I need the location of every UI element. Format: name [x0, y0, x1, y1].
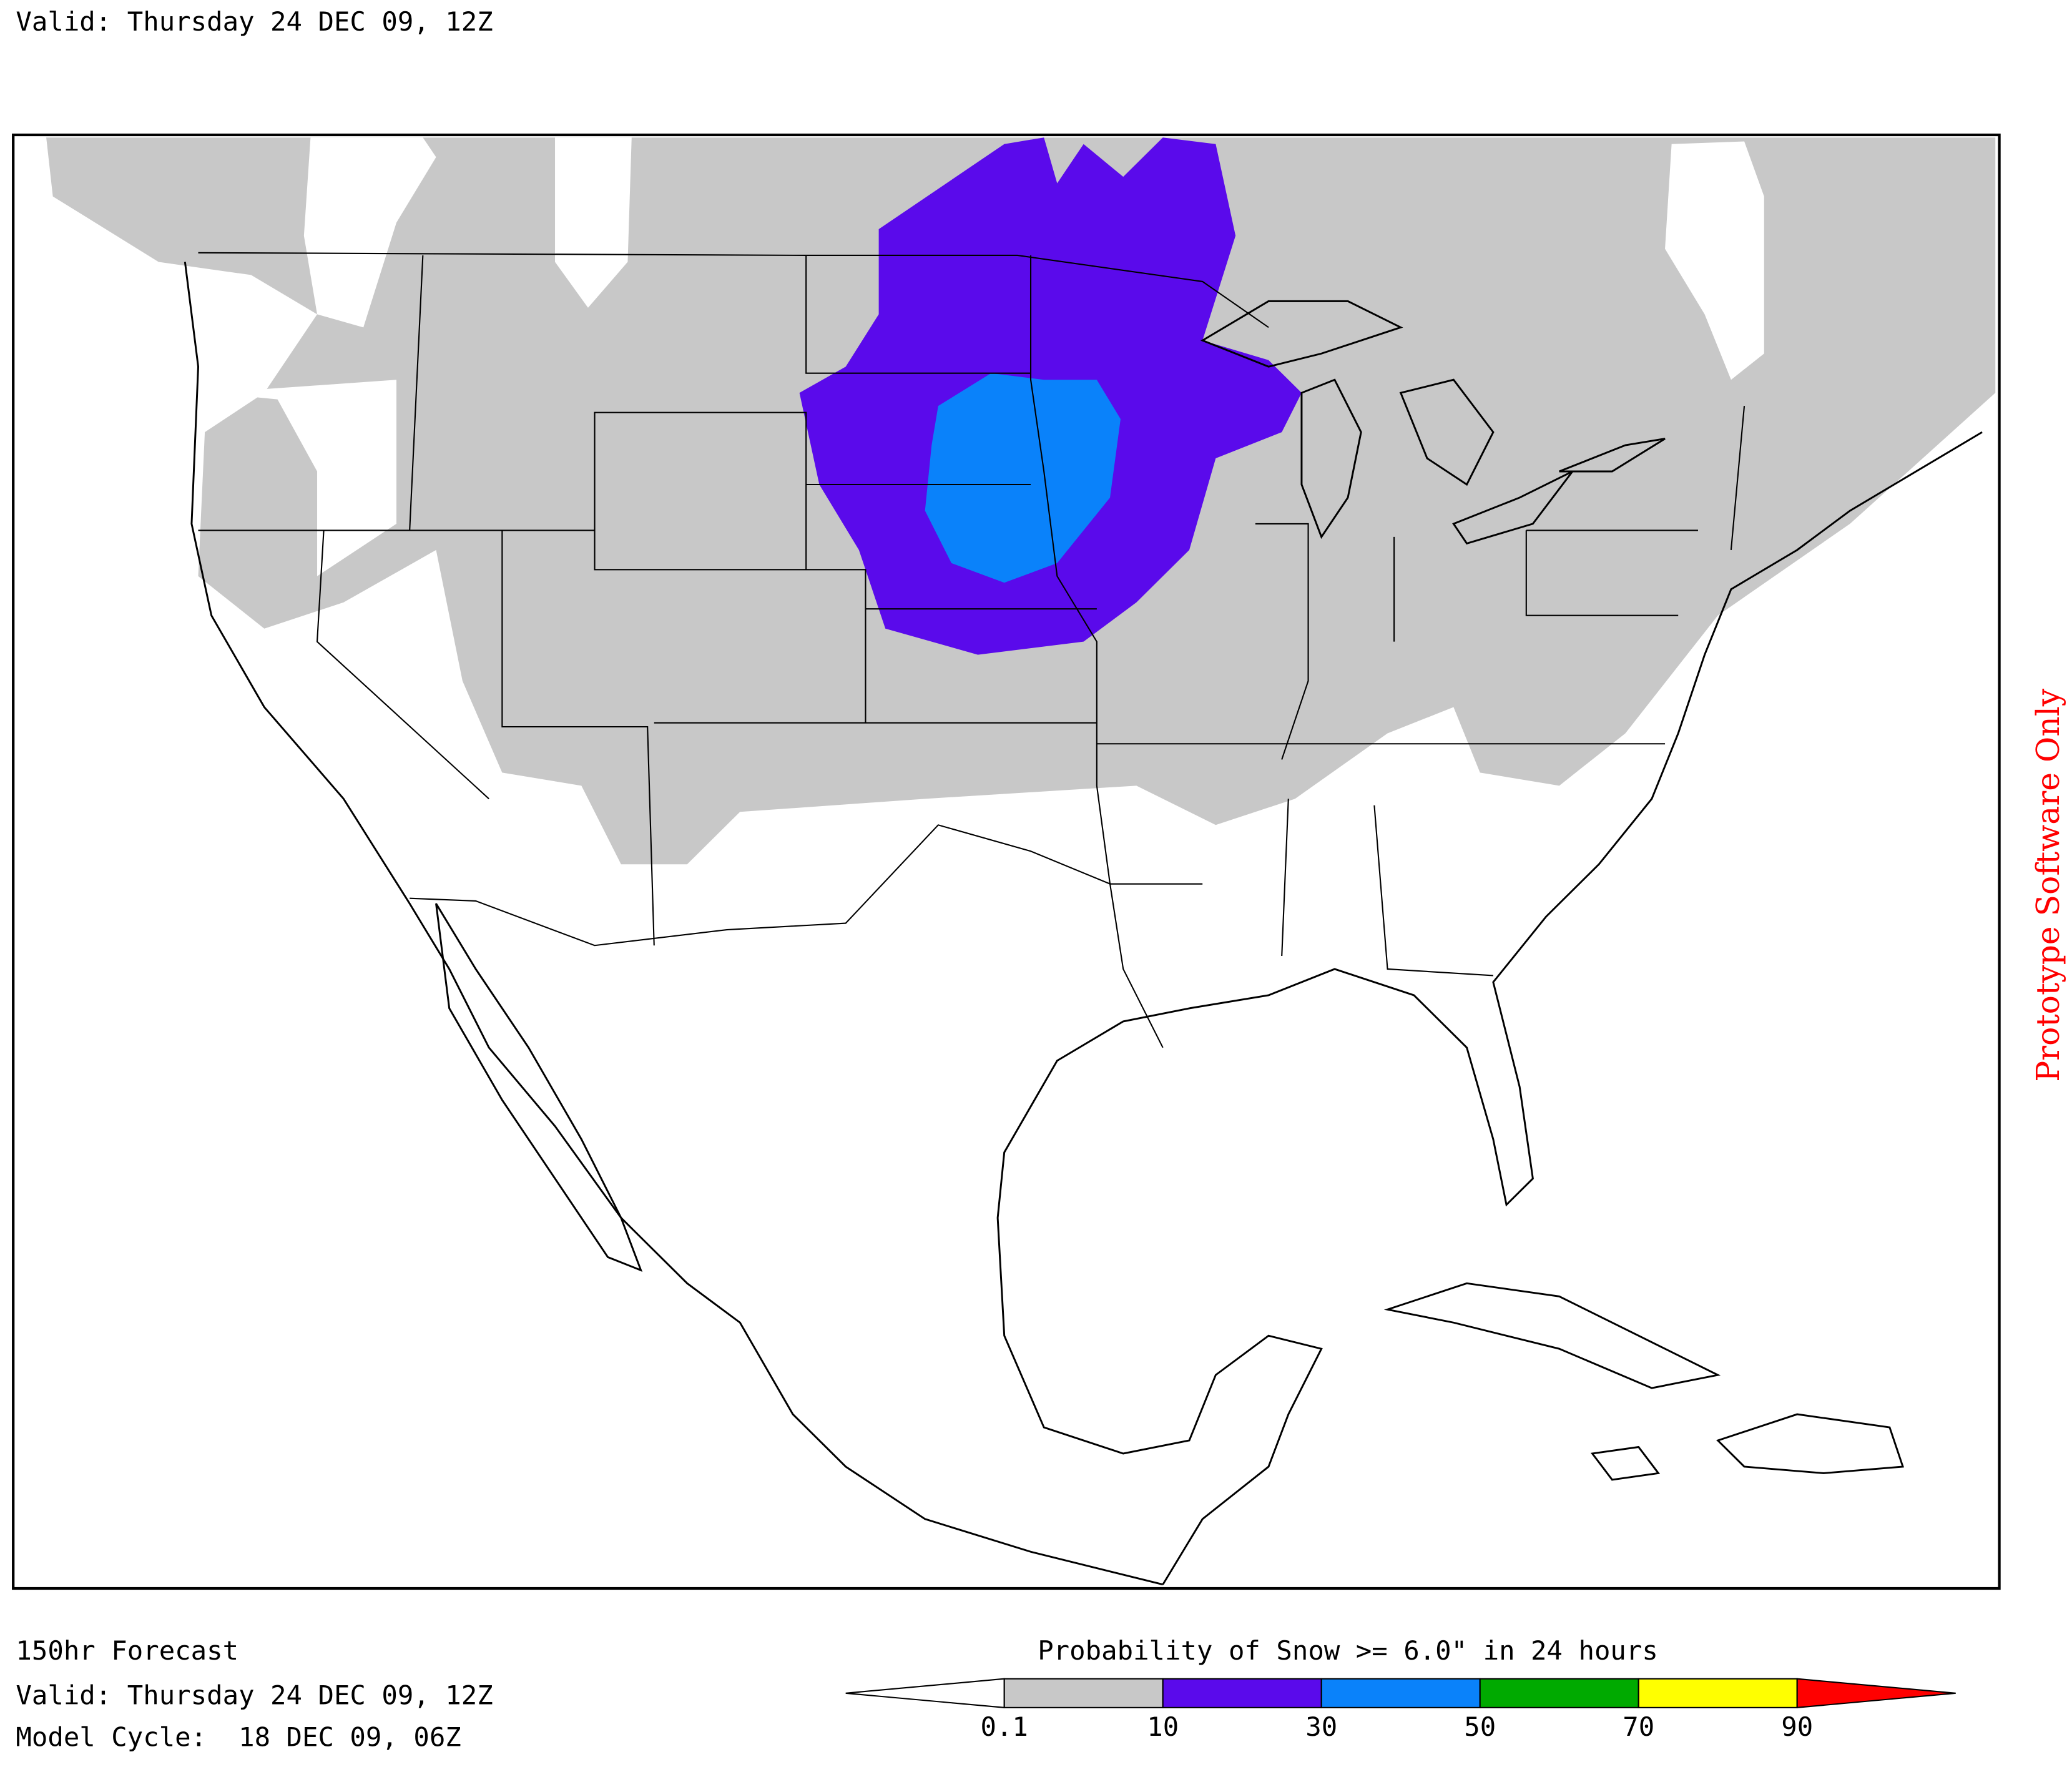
- legend-arrow-high: [1796, 1678, 1956, 1708]
- legend-swatch: [1637, 1678, 1798, 1708]
- clear-area: [303, 137, 436, 328]
- legend-swatch: [1479, 1678, 1639, 1708]
- clear-area: [555, 137, 632, 308]
- footer-valid: Valid: Thursday 24 DEC 09, 12Z: [16, 1680, 493, 1711]
- header-valid: Valid: Thursday 24 DEC 09, 12Z: [16, 6, 493, 37]
- map: [12, 133, 2001, 1590]
- legend: 0.1 10 30 50 70 90: [845, 1678, 1956, 1742]
- legend-swatch: [1320, 1678, 1481, 1708]
- legend-swatch: [1162, 1678, 1322, 1708]
- coastline: [1716, 1413, 1905, 1474]
- country-border: [198, 252, 1269, 1048]
- footer-forecast: 150hr Forecast: [16, 1635, 238, 1666]
- coastline: [1383, 1282, 1721, 1389]
- legend-tick-label: 90: [1781, 1711, 1813, 1742]
- legend-tick-label: 70: [1623, 1711, 1654, 1742]
- legend-title: Probability of Snow >= 6.0" in 24 hours: [1038, 1635, 1658, 1666]
- legend-tick-label: 30: [1305, 1711, 1337, 1742]
- legend-arrow-low: [845, 1678, 1005, 1708]
- coastline: [184, 262, 1164, 1586]
- map-frame: [12, 133, 2001, 1590]
- watermark: Prototype Software Only: [2030, 688, 2066, 1081]
- state-lines: [198, 255, 1745, 977]
- legend-tick-label: 10: [1147, 1711, 1179, 1742]
- snow-area-30: [925, 373, 1121, 583]
- clear-area: [211, 380, 397, 576]
- clear-area: [1665, 141, 1764, 380]
- coastline: [996, 431, 1983, 1585]
- legend-tick-label: 50: [1464, 1711, 1496, 1742]
- lakes: [1200, 300, 1666, 545]
- coastline: [1590, 1445, 1661, 1481]
- legend-tick-label: 0.1: [980, 1711, 1028, 1742]
- legend-swatch: [1003, 1678, 1164, 1708]
- coastline: [435, 903, 643, 1272]
- footer-model-cycle: Model Cycle: 18 DEC 09, 06Z: [16, 1722, 461, 1753]
